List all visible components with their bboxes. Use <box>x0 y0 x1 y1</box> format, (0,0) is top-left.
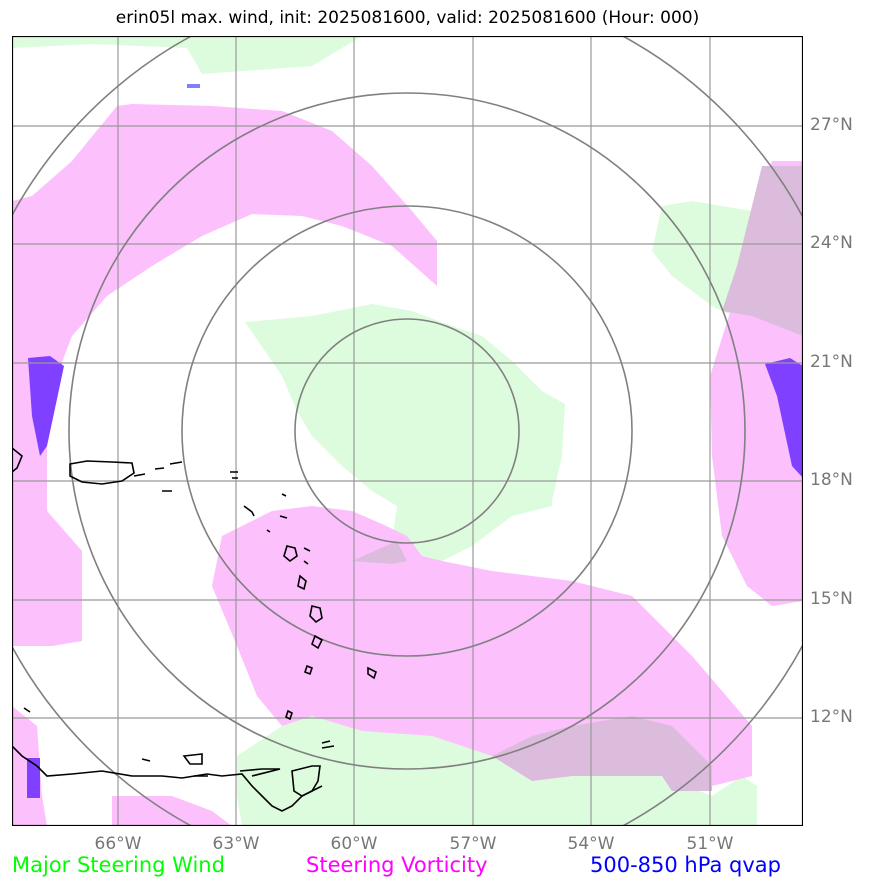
lon-label-60w: 60°W <box>330 834 378 854</box>
coastline-leeward-islands <box>243 493 377 721</box>
lat-label-24n: 24°N <box>810 233 853 253</box>
lat-label-12n: 12°N <box>810 707 853 727</box>
qvap-region-east <box>765 358 803 478</box>
coastline-virgin-islands <box>133 461 238 492</box>
legend-qvap: 500-850 hPa qvap <box>590 853 781 877</box>
coastline-small-islands <box>23 707 335 777</box>
coastline-trinidad <box>239 765 321 797</box>
map-plot <box>12 36 803 826</box>
qvap-region-west <box>28 356 64 456</box>
qvap-speck-north <box>187 84 200 88</box>
lat-label-21n: 21°N <box>810 352 853 372</box>
lat-label-27n: 27°N <box>810 115 853 135</box>
steering-wind-region-top <box>12 36 362 74</box>
overlap-region-southeast <box>492 716 712 791</box>
map-title: erin05l max. wind, init: 2025081600, val… <box>115 8 700 28</box>
legend-steering-vorticity: Steering Vorticity <box>306 853 488 877</box>
steering-wind-region-center <box>245 304 565 561</box>
grid-lines <box>12 36 803 826</box>
lat-label-18n: 18°N <box>810 470 853 490</box>
overlap-region-east <box>722 166 803 336</box>
coastlines <box>12 447 377 812</box>
lon-label-57w: 57°W <box>449 834 497 854</box>
coastline-venezuela <box>12 745 323 812</box>
lon-label-51w: 51°W <box>686 834 734 854</box>
overlap-region-center <box>352 541 407 564</box>
lat-label-15n: 15°N <box>810 589 853 609</box>
lon-label-63w: 63°W <box>212 834 260 854</box>
lon-label-66w: 66°W <box>94 834 142 854</box>
vorticity-region-southwest <box>112 796 232 826</box>
lon-label-54w: 54°W <box>567 834 615 854</box>
qvap-region-southwest <box>27 758 40 798</box>
steering-wind-region-south <box>237 716 757 826</box>
coastline-puerto-rico <box>69 460 135 485</box>
coastline-hispaniola <box>12 447 23 473</box>
range-rings <box>12 36 803 826</box>
legend-steering-wind: Major Steering Wind <box>12 853 225 877</box>
map-frame <box>12 36 803 826</box>
